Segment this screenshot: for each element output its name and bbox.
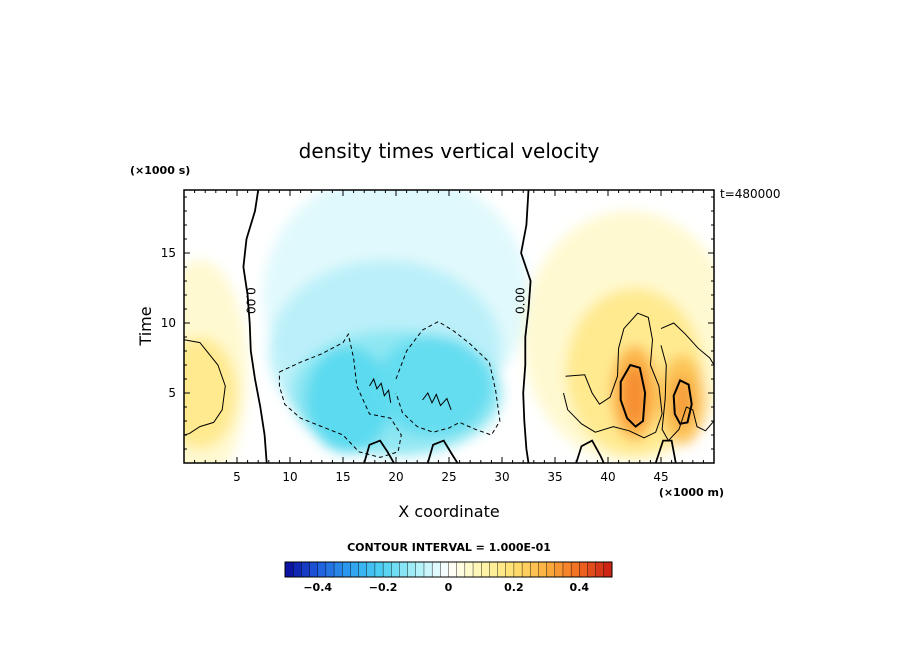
x-tick-label: 30: [494, 470, 509, 484]
colorbar-cell: [505, 561, 515, 578]
colorbar-tick-label: −0.2: [369, 581, 398, 594]
x-tick-label: 40: [600, 470, 615, 484]
shaded-blob: [305, 346, 391, 454]
x-tick-label: 25: [441, 470, 456, 484]
colorbar-cell: [497, 561, 507, 578]
zero-contour-right: [520, 190, 532, 463]
colorbar-cell: [595, 561, 605, 578]
colorbar-cell: [350, 561, 360, 578]
zero-contour-left: [242, 190, 268, 463]
colorbar-cell: [423, 561, 433, 578]
colorbar-cell: [489, 561, 499, 578]
colorbar-cell: [472, 561, 482, 578]
y-tick-label: 10: [161, 316, 176, 330]
y-axis-label: Time: [136, 306, 155, 346]
colorbar-cell: [358, 561, 368, 578]
colorbar-tick-label: −0.4: [303, 581, 332, 594]
time-stamp: t=480000: [720, 187, 781, 201]
positive-contour-right-2: [660, 322, 714, 442]
colorbar-tick-label: 0.2: [504, 581, 524, 594]
chart-title: density times vertical velocity: [299, 139, 600, 163]
x-axis-label: X coordinate: [398, 502, 499, 521]
colorbar-cell: [366, 561, 376, 578]
zero-contour-label-right: 0.00: [513, 287, 527, 314]
y-tick-label: 15: [161, 246, 176, 260]
zero-contour-bottom: [426, 439, 459, 463]
colorbar-cell: [333, 561, 343, 578]
colorbar-cell: [391, 561, 400, 578]
colorbar-cell: [301, 561, 311, 578]
colorbar-cell: [464, 561, 474, 578]
colorbar-frame: [284, 561, 613, 578]
colorbar-cell: [513, 561, 523, 578]
colorbar-cell: [587, 561, 597, 578]
colorbar-cell: [538, 561, 548, 578]
y-axis: 5 10 15: [161, 196, 714, 450]
colorbar-cell: [603, 561, 613, 578]
zero-contour-bottom: [654, 439, 677, 463]
contour-lines: [184, 190, 714, 463]
shaded-blob: [184, 337, 237, 449]
colorbar-cell: [284, 561, 294, 578]
colorbar-cell: [317, 561, 327, 578]
colorbar-cell: [382, 561, 392, 578]
colorbar-cell: [325, 561, 335, 578]
colorbar: −0.4 −0.2 0 0.2 0.4: [284, 561, 613, 594]
shaded-blob: [621, 365, 648, 427]
bold-contour-center: [619, 363, 647, 428]
x-axis: 5 10 15 20 25 30 35 40 45: [194, 190, 704, 484]
colorbar-cell: [399, 561, 409, 578]
x-axis-units: (×1000 m): [659, 486, 724, 499]
colorbar-tick-label: 0.4: [570, 581, 590, 594]
contour-interval-text: CONTOUR INTERVAL = 1.000E-01: [347, 541, 551, 554]
colorbar-cell: [448, 561, 458, 578]
x-tick-label: 15: [335, 470, 350, 484]
colorbar-cell: [579, 561, 588, 578]
colorbar-cell: [521, 561, 531, 578]
x-tick-label: 10: [282, 470, 297, 484]
contour-wiggle: [422, 392, 452, 410]
shaded-regions: [184, 190, 714, 463]
colorbar-cell: [546, 561, 556, 578]
shaded-blob: [374, 335, 492, 437]
colorbar-cell: [431, 561, 441, 578]
zero-contour-bottom: [363, 439, 395, 463]
colorbar-cell: [440, 561, 450, 578]
positive-contour-left: [184, 339, 226, 436]
x-tick-label: 35: [547, 470, 562, 484]
colorbar-cell: [530, 561, 539, 578]
negative-contour-right: [395, 321, 501, 436]
colorbar-cell: [374, 561, 384, 578]
zero-contour-label-left: 0.00: [244, 287, 258, 314]
colorbar-cell: [456, 561, 466, 578]
colorbar-tick-label: 0: [445, 581, 453, 594]
colorbar-cell: [309, 561, 319, 578]
colorbar-cell: [481, 561, 490, 578]
x-tick-label: 45: [653, 470, 668, 484]
colorbar-cell: [292, 561, 302, 578]
negative-contour-left: [278, 332, 402, 458]
colorbar-cell: [407, 561, 417, 578]
heatmap-field: [184, 190, 714, 463]
bold-contour-right: [672, 379, 693, 425]
colorbar-cell: [562, 561, 572, 578]
contour-wiggle: [369, 377, 392, 403]
colorbar-cell: [415, 561, 425, 578]
positive-contour-right: [563, 312, 663, 439]
y-axis-units: (×1000 s): [130, 164, 190, 177]
colorbar-cell: [554, 561, 564, 578]
x-tick-label: 5: [233, 470, 241, 484]
zero-contour-bottom: [575, 439, 605, 463]
y-tick-label: 5: [168, 386, 176, 400]
colorbar-cell: [570, 561, 580, 578]
x-tick-label: 20: [388, 470, 403, 484]
colorbar-cell: [342, 561, 351, 578]
